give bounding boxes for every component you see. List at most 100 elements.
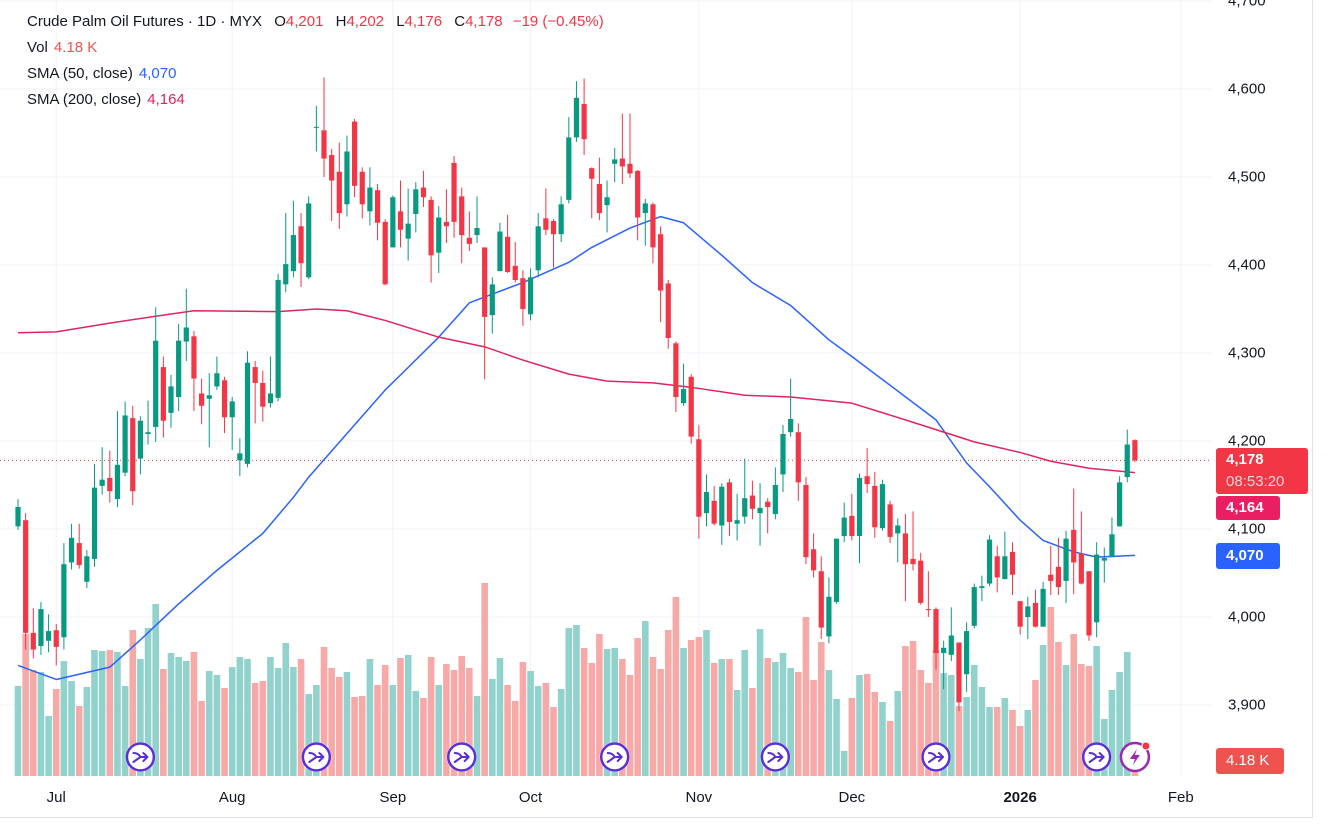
volume-bar xyxy=(710,663,718,776)
candle-body xyxy=(619,158,625,167)
lightning-bolt xyxy=(1129,749,1140,765)
candle xyxy=(1132,439,1138,463)
candle-body xyxy=(420,187,427,198)
candle xyxy=(275,273,281,402)
volume-bar xyxy=(1009,710,1016,776)
legend-volume-row[interactable]: Vol 4.18 K xyxy=(27,39,97,57)
candle-body xyxy=(61,564,67,638)
volume-bar xyxy=(98,651,106,776)
time-tick-label: Nov xyxy=(685,789,713,806)
candle-body xyxy=(15,507,21,527)
candle xyxy=(619,113,625,185)
volume-bar xyxy=(481,583,488,776)
volume-bar xyxy=(611,648,618,776)
candle-body xyxy=(971,587,977,626)
candle-body xyxy=(397,211,404,230)
candlestick-chart[interactable] xyxy=(0,0,1313,818)
candle xyxy=(979,575,985,602)
candle-body xyxy=(635,170,641,218)
candle-body xyxy=(734,520,740,524)
candle xyxy=(719,483,725,545)
candle xyxy=(443,189,449,243)
candle xyxy=(176,323,182,412)
candle-body xyxy=(910,558,916,565)
candle xyxy=(1048,545,1054,595)
volume-bar xyxy=(1001,698,1009,776)
low-value: 4,176 xyxy=(404,13,443,30)
candle xyxy=(696,425,702,539)
candle-body xyxy=(841,517,847,537)
volume-bar xyxy=(1085,666,1093,776)
notification-dot xyxy=(1141,741,1151,751)
candle-body xyxy=(749,495,755,509)
price-tick-label: 3,900 xyxy=(1228,696,1266,714)
price-tick-label: 4,000 xyxy=(1228,608,1266,626)
volume-bar xyxy=(687,640,695,776)
candle xyxy=(46,614,52,653)
volume-bar xyxy=(978,687,986,776)
candle-body xyxy=(535,226,541,271)
candle xyxy=(726,478,733,537)
legend-sma50-row[interactable]: SMA (50, close) 4,070 xyxy=(27,65,176,83)
contract-roll-icon[interactable] xyxy=(301,742,332,772)
event-markers[interactable] xyxy=(125,741,1151,773)
candle-body xyxy=(964,631,970,675)
legend-sma200-row[interactable]: SMA (200, close) 4,164 xyxy=(27,91,185,109)
volume-bar xyxy=(886,721,894,776)
contract-roll-icon[interactable] xyxy=(446,742,477,772)
close-label: C xyxy=(454,13,466,30)
volume-bar xyxy=(795,672,802,776)
arrow-glyph xyxy=(928,752,944,763)
candle xyxy=(428,196,434,283)
candle-body xyxy=(336,171,342,214)
candle-body xyxy=(107,477,113,492)
sma50-label: SMA (50, close) xyxy=(27,65,133,82)
volume-bar xyxy=(435,685,443,776)
candle xyxy=(1124,429,1130,483)
sma200-line xyxy=(17,308,1135,474)
candle-body xyxy=(1063,538,1069,581)
candle-body xyxy=(918,560,924,603)
volume-bar xyxy=(695,637,703,776)
candle xyxy=(772,467,778,520)
candle-body xyxy=(160,367,166,421)
symbol-title[interactable]: Crude Palm Oil Futures · 1D · MYX xyxy=(27,13,263,30)
candle xyxy=(38,602,44,655)
candle xyxy=(841,502,847,543)
volume-bar xyxy=(840,751,848,776)
volume-bar xyxy=(963,697,970,776)
candle xyxy=(734,493,740,541)
candle xyxy=(650,202,656,264)
candle xyxy=(61,543,67,650)
volume-bar xyxy=(290,667,297,776)
low-label: L xyxy=(396,13,405,30)
candle-body xyxy=(137,420,143,459)
candle-body xyxy=(520,278,526,309)
volume-bar xyxy=(871,692,879,776)
candle-body xyxy=(68,537,75,563)
candle xyxy=(306,196,312,280)
bar-countdown: 08:53:20 xyxy=(1226,473,1285,490)
volume-bar xyxy=(986,707,993,776)
candle-body xyxy=(1009,551,1016,575)
volume-bar xyxy=(1039,645,1047,776)
contract-roll-icon[interactable] xyxy=(921,742,951,772)
high-value: 4,202 xyxy=(346,13,385,30)
candle xyxy=(849,493,855,541)
lightning-icon[interactable] xyxy=(1119,741,1151,773)
contract-roll-icon[interactable] xyxy=(125,742,156,772)
candle-body xyxy=(665,283,671,339)
candle xyxy=(864,448,870,493)
candle xyxy=(581,78,587,155)
candle xyxy=(933,607,939,670)
contract-roll-icon[interactable] xyxy=(599,742,630,772)
contract-roll-icon[interactable] xyxy=(760,742,791,772)
candle xyxy=(1017,601,1023,635)
contract-roll-icon[interactable] xyxy=(1081,742,1112,772)
volume-bar xyxy=(389,685,397,776)
candle-body xyxy=(244,362,251,464)
candle xyxy=(566,117,572,204)
candle xyxy=(30,608,36,659)
candle-body xyxy=(436,217,442,253)
candle-body xyxy=(1109,534,1115,558)
